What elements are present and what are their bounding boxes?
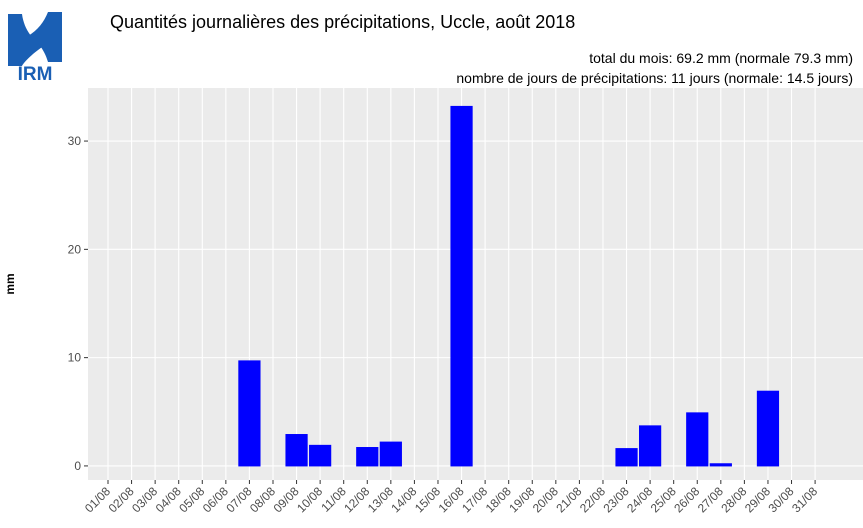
- x-tick-label: 20/08: [530, 484, 561, 515]
- x-tick-label: 31/08: [789, 484, 820, 515]
- x-tick-label: 03/08: [129, 484, 160, 515]
- x-tick-label: 30/08: [766, 484, 797, 515]
- x-tick-label: 01/08: [82, 484, 113, 515]
- x-tick-label: 19/08: [506, 484, 537, 515]
- x-tick-label: 06/08: [200, 484, 231, 515]
- bar: [756, 390, 780, 467]
- plot-panel: [88, 88, 863, 480]
- bar: [686, 412, 709, 467]
- x-tick-label: 12/08: [341, 484, 372, 515]
- x-tick-label: 26/08: [671, 484, 702, 515]
- logo-text: IRM: [18, 64, 53, 85]
- x-tick-label: 21/08: [553, 484, 584, 515]
- x-tick-label: 22/08: [577, 484, 608, 515]
- bar: [285, 434, 308, 467]
- bar: [709, 463, 732, 467]
- x-tick-label: 29/08: [742, 484, 773, 515]
- x-tick-label: 09/08: [271, 484, 302, 515]
- logo-shape: [28, 12, 62, 62]
- bar: [238, 360, 261, 467]
- x-tick-label: 25/08: [648, 484, 679, 515]
- x-tick-label: 17/08: [459, 484, 490, 515]
- bar: [615, 448, 638, 467]
- x-tick-label: 27/08: [695, 484, 726, 515]
- x-tick-label: 16/08: [436, 484, 467, 515]
- subtitle: total du mois: 69.2 mm (normale 79.3 mm): [589, 50, 853, 66]
- x-tick-label: 07/08: [223, 484, 254, 515]
- x-tick-label: 05/08: [176, 484, 207, 515]
- subtitle: nombre de jours de précipitations: 11 jo…: [456, 70, 853, 86]
- x-tick-label: 08/08: [247, 484, 278, 515]
- x-tick-label: 02/08: [106, 484, 137, 515]
- chart-title: Quantités journalières des précipitation…: [110, 12, 575, 32]
- y-tick-label: 0: [74, 459, 81, 473]
- x-tick-label: 18/08: [483, 484, 514, 515]
- y-tick-label: 10: [68, 351, 82, 365]
- x-tick-label: 24/08: [624, 484, 655, 515]
- y-tick-label: 20: [68, 242, 82, 256]
- y-axis-label: mm: [3, 273, 17, 294]
- x-tick-label: 04/08: [153, 484, 184, 515]
- x-tick-label: 23/08: [601, 484, 632, 515]
- bar: [309, 444, 332, 467]
- x-tick-label: 11/08: [318, 484, 349, 515]
- bar: [639, 425, 662, 467]
- x-tick-label: 13/08: [365, 484, 396, 515]
- bar: [450, 105, 473, 467]
- bar: [379, 441, 402, 467]
- x-tick-label: 15/08: [412, 484, 443, 515]
- bar: [356, 447, 379, 467]
- x-tick-label: 28/08: [718, 484, 749, 515]
- x-tick-label: 14/08: [388, 484, 419, 515]
- x-tick-label: 10/08: [294, 484, 325, 515]
- logo-shape: [8, 14, 44, 66]
- y-tick-label: 30: [68, 134, 82, 148]
- logo: IRM: [8, 12, 62, 85]
